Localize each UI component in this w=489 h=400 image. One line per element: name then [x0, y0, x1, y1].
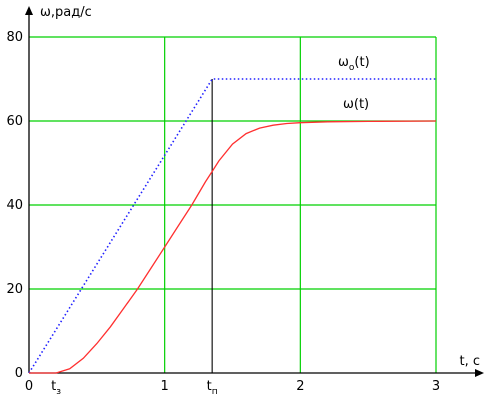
y-tick-label-4: 80 — [6, 30, 23, 45]
x-tick-label-2: 2 — [296, 379, 304, 394]
y-axis-title: ω,рад/с — [40, 5, 92, 20]
time-marker-label-1: tп — [207, 379, 218, 397]
response-curve-omega — [29, 120, 437, 374]
series — [28, 78, 437, 374]
axes — [25, 6, 484, 377]
series-label-omega: ω(t) — [343, 97, 369, 112]
x-axis-arrow — [475, 369, 484, 377]
labels: 0 20 40 60 80 0 1 2 3 ω,рад/с t, c tз tп ωо(t) ω(t) — [6, 5, 480, 397]
x-tick-label-3: 3 — [432, 379, 440, 394]
reference-line-omega0 — [28, 78, 436, 374]
x-tick-label-1: 1 — [161, 379, 169, 394]
time-marker-label-0: tз — [51, 379, 61, 397]
grid — [29, 36, 437, 373]
y-tick-label-2: 40 — [6, 198, 23, 213]
y-tick-label-0: 0 — [15, 366, 23, 381]
y-tick-label-1: 20 — [6, 282, 23, 297]
series-label-omega0: ωо(t) — [338, 55, 370, 73]
y-axis-arrow — [25, 6, 33, 15]
x-tick-label-0: 0 — [25, 379, 33, 394]
x-axis-title: t, c — [459, 354, 480, 369]
y-tick-label-3: 60 — [6, 114, 23, 129]
